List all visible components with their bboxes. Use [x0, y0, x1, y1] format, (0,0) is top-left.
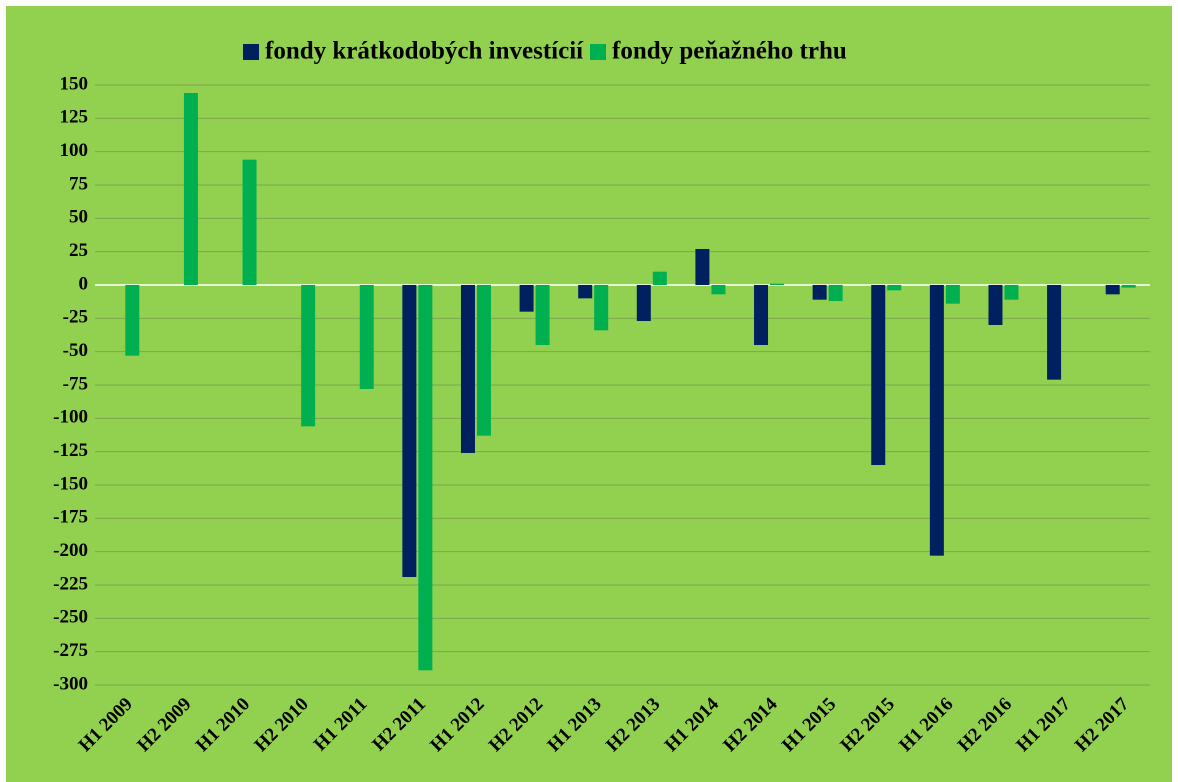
- bar: [535, 285, 550, 345]
- y-tick-label: 125: [60, 107, 89, 128]
- bar: [988, 285, 1003, 325]
- bar: [871, 285, 886, 465]
- y-tick-label: -125: [53, 440, 88, 461]
- bar: [242, 159, 257, 285]
- bar: [183, 93, 198, 285]
- y-tick-label: 25: [69, 240, 88, 261]
- y-tick-label: -275: [53, 640, 88, 661]
- bar: [1121, 285, 1136, 288]
- bar: [125, 285, 140, 356]
- y-tick-label: -175: [53, 507, 88, 528]
- bar: [636, 285, 651, 321]
- y-tick-label: -300: [53, 673, 88, 694]
- chart-background: [6, 6, 1172, 782]
- y-tick-label: 100: [60, 140, 89, 161]
- legend-label: fondy peňažného trhu: [612, 38, 847, 65]
- bar: [695, 249, 710, 285]
- legend-swatch: [243, 44, 259, 60]
- bar: [754, 285, 769, 345]
- y-tick-label: -50: [63, 340, 88, 361]
- bar: [418, 285, 433, 671]
- bar: [945, 285, 960, 304]
- bar: [402, 285, 417, 577]
- bar: [887, 285, 902, 291]
- bar: [711, 285, 726, 295]
- bar: [812, 285, 827, 300]
- y-tick-label: -250: [53, 607, 88, 628]
- bar: [929, 285, 944, 556]
- y-tick-label: -25: [63, 307, 88, 328]
- bar: [1004, 285, 1019, 300]
- y-tick-label: 0: [79, 273, 89, 294]
- bar: [460, 285, 475, 453]
- legend-swatch: [590, 44, 606, 60]
- y-tick-label: 50: [69, 207, 88, 228]
- bar: [652, 271, 667, 285]
- y-tick-label: -150: [53, 473, 88, 494]
- y-tick-label: -200: [53, 540, 88, 561]
- bar: [770, 283, 785, 285]
- y-tick-label: -100: [53, 407, 88, 428]
- bar: [578, 285, 593, 299]
- bar: [1047, 285, 1062, 380]
- bar: [301, 285, 316, 427]
- legend-label: fondy krátkodobých investícií: [265, 38, 584, 65]
- bar: [519, 285, 534, 312]
- bar: [359, 285, 374, 389]
- bar: [828, 285, 843, 301]
- y-tick-label: -225: [53, 573, 88, 594]
- y-tick-label: -75: [63, 373, 88, 394]
- y-tick-label: 75: [69, 173, 88, 194]
- y-tick-label: 150: [60, 73, 89, 94]
- bar: [594, 285, 609, 331]
- bar: [476, 285, 491, 436]
- legend: fondy krátkodobých investícií fondy peňa…: [243, 38, 847, 65]
- bar: [1105, 285, 1120, 295]
